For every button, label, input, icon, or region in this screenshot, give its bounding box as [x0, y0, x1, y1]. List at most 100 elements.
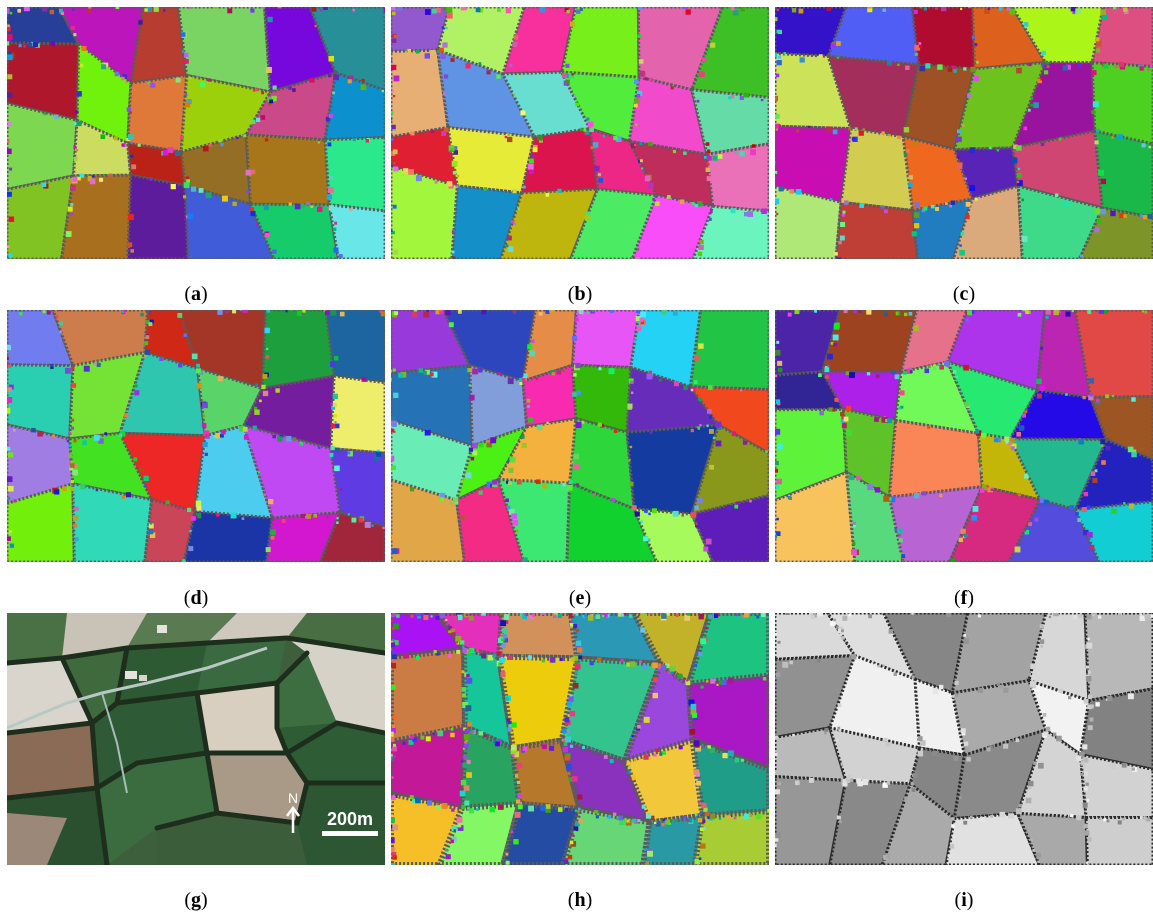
segment-region — [775, 124, 853, 205]
segmentation-map — [391, 310, 769, 562]
segment-region — [391, 478, 467, 562]
segment-region — [1016, 184, 1105, 259]
caption-h: (h) — [567, 889, 593, 911]
segment-region — [625, 365, 722, 434]
panel-e-image — [391, 310, 769, 562]
segment-region — [630, 613, 714, 689]
segment-region — [446, 125, 537, 195]
segment-region — [951, 184, 1024, 259]
segment-region — [684, 613, 769, 688]
segment-region — [496, 477, 572, 562]
segmentation-map — [391, 613, 769, 865]
caption-a: (a) — [184, 283, 208, 305]
segmentation-map — [7, 7, 385, 259]
panel-label: i — [961, 889, 967, 911]
segment-region — [7, 101, 79, 191]
segment-region — [328, 446, 385, 529]
segment-region — [705, 142, 769, 213]
segment-region — [1083, 613, 1153, 703]
segment-region — [1073, 500, 1153, 562]
scale-label: 200m — [327, 809, 373, 829]
segment-region — [1010, 7, 1105, 65]
segment-region — [1073, 310, 1153, 399]
segment-region — [391, 7, 452, 53]
segment-region — [308, 7, 385, 93]
segment-region — [499, 187, 600, 259]
north-arrow — [286, 805, 300, 833]
segment-region — [182, 509, 274, 562]
segment-region — [7, 481, 76, 562]
segment-region — [496, 416, 578, 485]
segment-region — [1090, 7, 1153, 69]
caption-g: (g) — [184, 889, 208, 911]
panel-i-image — [775, 613, 1153, 865]
panel-label: h — [574, 889, 586, 911]
segment-region — [944, 811, 1042, 865]
segment-region — [118, 350, 207, 438]
segment-region — [834, 200, 920, 259]
panel-b-image — [391, 7, 769, 259]
segment-region — [565, 481, 659, 562]
caption-e: (e) — [568, 587, 592, 609]
segment-region — [1027, 613, 1091, 703]
scale-bar — [322, 831, 378, 836]
segment-region — [826, 7, 921, 67]
segment-region — [324, 310, 385, 385]
panel-d-image — [7, 310, 385, 562]
segment-region — [71, 117, 133, 178]
segment-region — [887, 484, 985, 562]
segment-region — [828, 778, 913, 865]
panel-label: g — [191, 889, 201, 911]
segment-region — [558, 655, 665, 765]
segment-region — [901, 63, 977, 152]
segment-region — [952, 60, 1048, 152]
caption-c: (c) — [952, 283, 976, 305]
segment-region — [1084, 815, 1153, 865]
segment-region — [1010, 60, 1097, 150]
panel-a-image — [7, 7, 385, 259]
segment-region — [620, 736, 707, 826]
panel-label: a — [191, 283, 201, 305]
segmentation-map — [775, 7, 1153, 259]
segment-region — [391, 646, 469, 745]
segment-region — [950, 613, 1048, 695]
segment-region — [7, 7, 82, 46]
panel-g-image: N 200m — [7, 613, 385, 865]
segment-region — [391, 613, 470, 661]
segment-region — [71, 481, 154, 562]
segment-region — [970, 7, 1048, 71]
segment-region — [1078, 687, 1153, 771]
north-arrow-label: N — [288, 790, 298, 806]
segment-region — [391, 164, 459, 259]
panel-label: f — [960, 587, 968, 609]
segment-region — [571, 363, 633, 435]
segment-region — [1090, 60, 1153, 146]
segment-region — [241, 423, 342, 520]
segment-region — [629, 310, 703, 389]
caption-f: (f) — [953, 587, 974, 609]
segment-region — [945, 310, 1047, 393]
segment-region — [775, 407, 849, 502]
segment-region — [454, 477, 526, 562]
segment-region — [691, 808, 769, 865]
panel-label: b — [574, 283, 586, 305]
segment-region — [183, 183, 276, 259]
segmentation-map — [7, 310, 385, 562]
segment-region — [631, 507, 715, 562]
segment-region — [244, 133, 331, 207]
segment-region — [1035, 310, 1093, 400]
segment-region — [1088, 395, 1153, 462]
segment-region — [60, 173, 133, 259]
panel-label: c — [959, 283, 969, 305]
segmentation-map — [391, 7, 769, 259]
segment-region — [820, 310, 919, 374]
segment-region — [689, 493, 769, 562]
segment-region — [839, 126, 915, 213]
segment-region — [1007, 388, 1109, 442]
panel-f-image — [775, 310, 1153, 562]
segment-region — [689, 88, 769, 157]
segment-region — [688, 310, 769, 392]
segment-region — [688, 735, 769, 820]
segment-region — [691, 204, 769, 259]
segment-region — [260, 310, 336, 391]
